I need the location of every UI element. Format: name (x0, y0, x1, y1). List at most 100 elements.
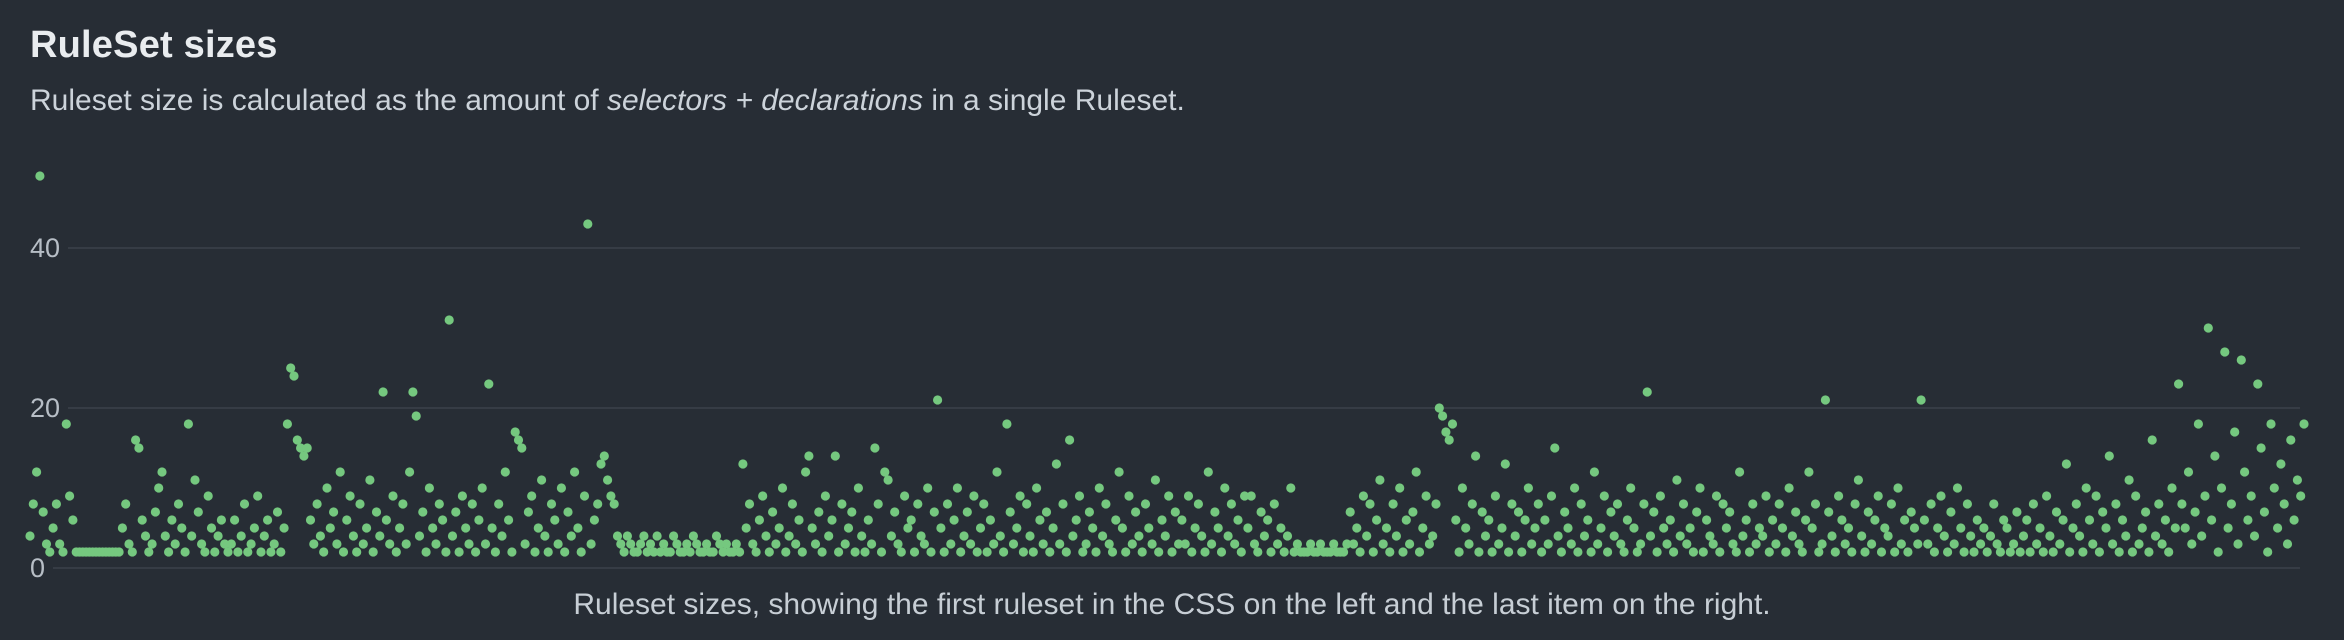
data-point (1711, 491, 1722, 501)
data-point (2296, 491, 2306, 501)
data-point (1104, 539, 1114, 549)
data-point (1335, 547, 1345, 557)
data-point (480, 539, 491, 549)
data-point (2147, 435, 2157, 445)
data-point (1738, 531, 1748, 541)
data-point (1837, 515, 1847, 525)
data-point (2002, 523, 2012, 533)
data-point (1589, 467, 1599, 477)
data-point (236, 531, 246, 541)
data-point (1497, 523, 1507, 533)
data-point (1748, 499, 1758, 509)
data-point (2035, 523, 2045, 533)
data-point (1672, 475, 1682, 485)
data-point (1098, 531, 1108, 541)
data-point (233, 547, 243, 557)
data-point (2015, 547, 2025, 557)
data-point (612, 531, 623, 541)
data-point (2131, 491, 2141, 501)
data-point (2259, 507, 2269, 517)
data-point (1002, 419, 1012, 429)
data-point (847, 507, 857, 517)
data-point (1345, 507, 1355, 517)
data-point (1441, 427, 1451, 437)
data-point (1824, 507, 1834, 517)
data-point (1853, 475, 1863, 485)
data-point (1154, 547, 1164, 557)
data-point (65, 491, 75, 501)
data-point (804, 451, 814, 461)
data-point (2061, 459, 2071, 469)
data-point (1863, 507, 1873, 517)
data-point (1183, 491, 1194, 501)
data-point (1428, 531, 1438, 541)
data-point (2094, 547, 2104, 557)
data-point (1490, 491, 1500, 501)
data-point (1781, 547, 1791, 557)
data-point (2213, 547, 2223, 557)
data-point (1372, 515, 1382, 525)
data-point (457, 491, 467, 501)
data-point (190, 475, 200, 485)
data-point (1230, 539, 1240, 549)
data-point (1385, 547, 1395, 557)
data-point (959, 531, 969, 541)
data-point (1982, 547, 1992, 557)
data-point (794, 515, 804, 525)
data-point (530, 547, 540, 557)
data-point (705, 547, 715, 557)
data-point (101, 547, 111, 557)
data-point (1550, 443, 1560, 453)
data-point (507, 547, 517, 557)
data-point (761, 531, 771, 541)
data-point (550, 515, 560, 525)
data-point (513, 435, 524, 445)
data-point (1068, 531, 1078, 541)
data-point (1946, 507, 1956, 517)
data-point (365, 475, 375, 485)
data-point (962, 507, 972, 517)
data-point (88, 547, 98, 557)
data-point (1160, 531, 1170, 541)
data-point (206, 523, 217, 533)
data-point (708, 547, 718, 557)
data-point (2121, 531, 2131, 541)
data-point (1081, 539, 1091, 549)
data-point (1134, 531, 1144, 541)
data-point (639, 531, 649, 541)
data-point (154, 483, 164, 493)
data-point (1494, 539, 1504, 549)
data-point (2141, 507, 2151, 517)
data-point (210, 547, 220, 557)
data-point (1880, 523, 1890, 533)
data-point (131, 435, 141, 445)
data-point (1599, 491, 1609, 501)
data-point (876, 547, 887, 557)
data-point (629, 547, 639, 557)
data-point (424, 483, 434, 493)
data-point (28, 499, 38, 509)
data-point (1022, 499, 1032, 509)
data-point (1289, 547, 1299, 557)
data-point (1705, 531, 1715, 541)
data-point (1467, 499, 1477, 509)
data-point (1695, 483, 1705, 493)
data-point (398, 499, 408, 509)
data-point (173, 499, 184, 509)
data-point (2101, 523, 2111, 533)
data-point (1444, 435, 1454, 445)
data-point (1810, 499, 1821, 509)
data-point (1197, 531, 1207, 541)
data-point (1751, 539, 1761, 549)
data-point (949, 515, 959, 525)
data-point (2236, 355, 2246, 365)
data-point (2193, 419, 2203, 429)
data-point (1563, 523, 1573, 533)
data-point (942, 499, 953, 509)
data-point (107, 547, 118, 557)
data-point (1669, 547, 1679, 557)
data-point (1801, 515, 1811, 525)
data-point (1164, 491, 1174, 501)
data-point (104, 547, 114, 557)
